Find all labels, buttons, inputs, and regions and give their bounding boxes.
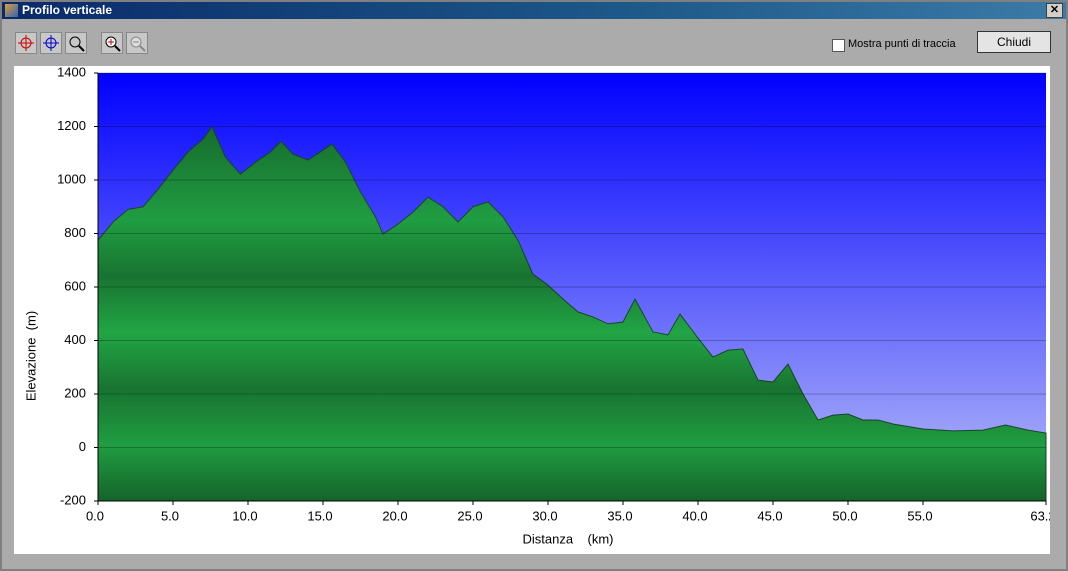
- y-tick-label: 1200: [57, 118, 86, 133]
- tool-zoom-area[interactable]: [65, 32, 87, 54]
- y-tick-label: 600: [64, 278, 86, 293]
- x-tick-label: 50.0: [832, 508, 857, 523]
- x-tick-label: 35.0: [607, 508, 632, 523]
- x-tick-label: 45.0: [757, 508, 782, 523]
- x-tick-label: 40.0: [682, 508, 707, 523]
- tool-zoom-out[interactable]: [126, 32, 148, 54]
- tool-blue-cross[interactable]: [40, 32, 62, 54]
- x-tick-label: 63.2: [1030, 508, 1050, 523]
- x-tick-label: 5.0: [161, 508, 179, 523]
- chart: Distanza (km) Elevazione (m) -200 0 200 400…: [14, 66, 1050, 554]
- y-tick-label: -200: [60, 492, 86, 507]
- window-title: Profilo verticale: [22, 3, 113, 17]
- x-tick-label: 20.0: [382, 508, 407, 523]
- y-tick-label: 1000: [57, 171, 86, 186]
- close-dialog-button[interactable]: Chiudi: [977, 31, 1051, 53]
- x-tick-label: 30.0: [532, 508, 557, 523]
- y-axis-label: Elevazione (m): [23, 311, 38, 401]
- window-icon: [5, 4, 18, 17]
- x-tick-label: 0.0: [86, 508, 104, 523]
- close-button[interactable]: ✕: [1046, 3, 1063, 18]
- tool-red-cross[interactable]: [15, 32, 37, 54]
- checkbox[interactable]: [832, 39, 845, 52]
- y-tick-label: 200: [64, 385, 86, 400]
- y-tick-label: 0: [79, 439, 86, 454]
- title-bar: Profilo verticale ✕: [2, 2, 1066, 19]
- tool-zoom-in[interactable]: [101, 32, 123, 54]
- x-axis-label: Distanza (km): [522, 531, 613, 546]
- x-tick-label: 10.0: [232, 508, 257, 523]
- y-tick-label: 800: [64, 225, 86, 240]
- x-tick-label: 15.0: [307, 508, 332, 523]
- y-tick-label: 400: [64, 332, 86, 347]
- y-tick-label: 1400: [57, 66, 86, 79]
- area-shade: [98, 126, 1046, 501]
- checkbox-label: Mostra punti di traccia: [848, 38, 956, 50]
- x-tick-label: 25.0: [457, 508, 482, 523]
- x-tick-label: 55.0: [907, 508, 932, 523]
